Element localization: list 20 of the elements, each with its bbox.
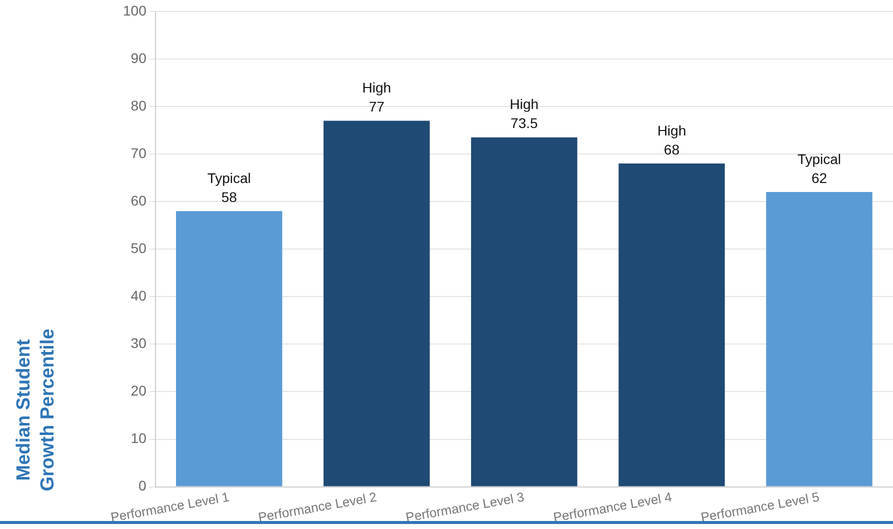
data-label: Typical 58 [207, 170, 251, 205]
y-axis-title: Median Student Growth Percentile [12, 328, 59, 492]
y-tick-label: 30 [130, 335, 147, 352]
x-tick-label: Performance Level 5 [700, 489, 820, 525]
y-tick-label: 80 [130, 97, 147, 114]
y-tick-label: 40 [130, 288, 147, 304]
y-tick-label: 50 [130, 240, 147, 256]
x-tick-label: Performance Level 2 [257, 489, 378, 525]
data-label: High 68 [657, 122, 686, 158]
x-tick-label: Performance Level 4 [552, 489, 673, 525]
data-label: High 77 [362, 80, 392, 115]
y-tick-label: 90 [130, 50, 147, 66]
y-tick-label: 70 [130, 144, 147, 161]
x-tick-label: Performance Level 3 [404, 489, 526, 525]
y-tick-label: 10 [130, 430, 147, 446]
data-label: High 73.5 [510, 96, 539, 132]
y-tick-label: 60 [130, 192, 147, 208]
y-tick-label: 20 [130, 382, 147, 399]
data-label: Typical 62 [797, 150, 842, 186]
y-tick-label: 100 [123, 2, 147, 18]
